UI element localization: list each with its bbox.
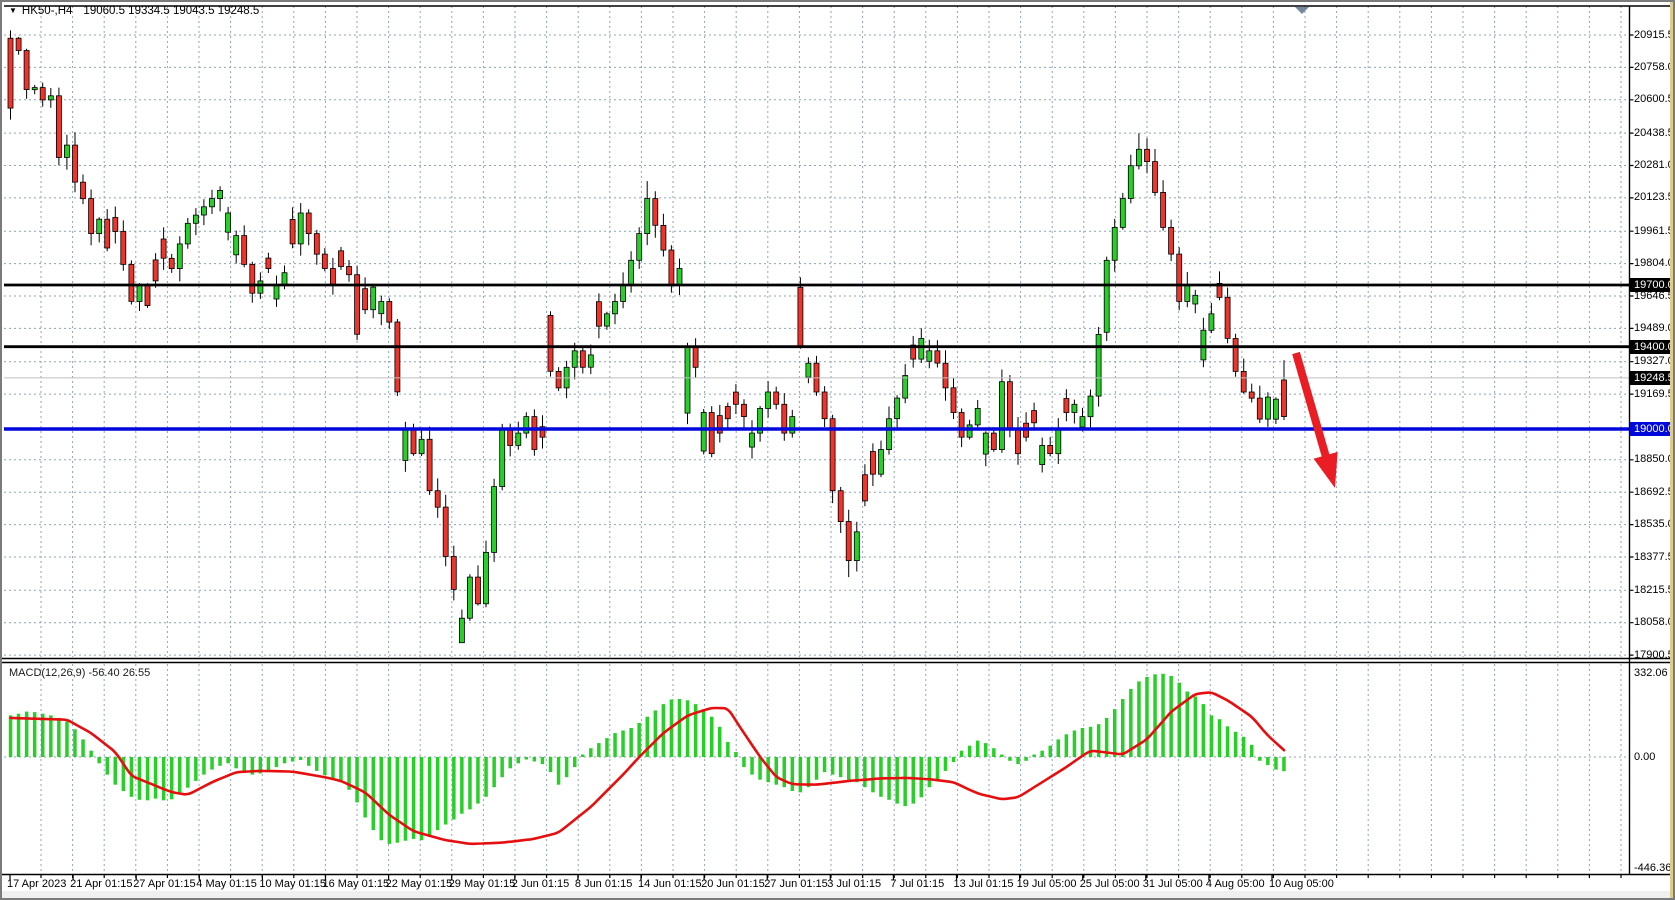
time-tick-label[interactable]: 8 Jun 01:15 (574, 878, 633, 890)
price-tick-label: 18535.0 (1634, 518, 1674, 531)
macd-scale-max: 332.06 (1634, 667, 1668, 680)
price-badge-19000.0: 19000.0 (1630, 421, 1673, 436)
time-tick-label[interactable]: 20 Jun 01:15 (701, 878, 765, 890)
time-tick-label[interactable]: 25 Jul 05:00 (1079, 878, 1140, 890)
price-tick-label: 19327.0 (1634, 355, 1674, 368)
price-tick-label: 19169.5 (1634, 387, 1674, 400)
price-tick-label: 18215.5 (1634, 583, 1674, 596)
bottom-margin (2, 891, 1673, 898)
price-tick-label: 19646.5 (1634, 289, 1674, 302)
time-tick-label[interactable]: 7 Jul 01:15 (890, 878, 945, 890)
down-arrow-annotation (1292, 351, 1338, 488)
price-tick-label: 18058.0 (1634, 616, 1674, 629)
price-tick-label: 19961.5 (1634, 224, 1674, 237)
time-tick-label[interactable]: 14 Jun 01:15 (638, 878, 702, 890)
ohlc-readout: 19060.5 19334.5 19043.5 19248.5 (83, 5, 260, 17)
time-tick-label[interactable]: 27 Jun 01:15 (764, 878, 828, 890)
time-tick-label[interactable]: 4 May 01:15 (196, 878, 257, 890)
price-badge-19248.5: 19248.5 (1630, 370, 1673, 385)
time-tick-label[interactable]: 31 Jul 05:00 (1142, 878, 1203, 890)
time-tick-label[interactable]: 19 Jul 05:00 (1016, 878, 1077, 890)
macd-indicator-label: MACD(12,26,9) -56.40 26.55 (9, 667, 151, 679)
time-tick-label[interactable]: 22 May 01:15 (385, 878, 453, 890)
price-tick-label: 18692.5 (1634, 485, 1674, 498)
macd-scale-zero: 0.00 (1634, 750, 1656, 763)
window-edge-strip (1670, 2, 1673, 898)
chart-title: ▼ HK50-,H4 19060.5 19334.5 19043.5 19248.5 (9, 5, 259, 17)
price-badge-19700.0: 19700.0 (1630, 278, 1673, 292)
time-tick-label[interactable]: 10 May 01:15 (259, 878, 327, 890)
price-tick-label: 20438.5 (1634, 126, 1674, 139)
price-tick-label: 18377.5 (1634, 550, 1674, 563)
price-tick-label: 20758.0 (1634, 60, 1674, 73)
time-tick-label[interactable]: 2 Jun 01:15 (511, 878, 570, 890)
price-tick-label: 20600.5 (1634, 93, 1674, 106)
price-tick-label: 20123.5 (1634, 191, 1674, 204)
time-tick-label[interactable]: 17 Apr 2023 (7, 878, 67, 890)
time-tick-label[interactable]: 3 Jul 01:15 (827, 878, 882, 890)
price-tick-label: 18850.0 (1634, 453, 1674, 466)
time-tick-label[interactable]: 27 Apr 01:15 (133, 878, 196, 890)
macd-scale-min: -446.36 (1634, 862, 1672, 875)
chart-shift-marker-icon (1295, 7, 1309, 14)
time-tick-label[interactable]: 10 Aug 05:00 (1269, 878, 1334, 890)
time-tick-label[interactable]: 21 Apr 01:15 (70, 878, 133, 890)
price-tick-label: 17900.5 (1634, 648, 1674, 661)
price-tick-label: 19489.0 (1634, 321, 1674, 334)
time-tick-label[interactable]: 29 May 01:15 (448, 878, 516, 890)
price-tick-label: 20281.0 (1634, 159, 1674, 171)
price-tick-label: 19804.0 (1634, 257, 1674, 270)
symbol-timeframe-label: HK50-,H4 (21, 5, 73, 17)
price-badge-19400.0: 19400.0 (1630, 339, 1673, 354)
time-tick-label[interactable]: 13 Jul 01:15 (953, 878, 1014, 890)
price-tick-label: 20915.5 (1634, 28, 1674, 41)
symbol-dropdown-icon[interactable]: ▼ (9, 6, 17, 15)
time-tick-label[interactable]: 4 Aug 05:00 (1205, 878, 1265, 890)
time-tick-label[interactable]: 16 May 01:15 (322, 878, 390, 890)
